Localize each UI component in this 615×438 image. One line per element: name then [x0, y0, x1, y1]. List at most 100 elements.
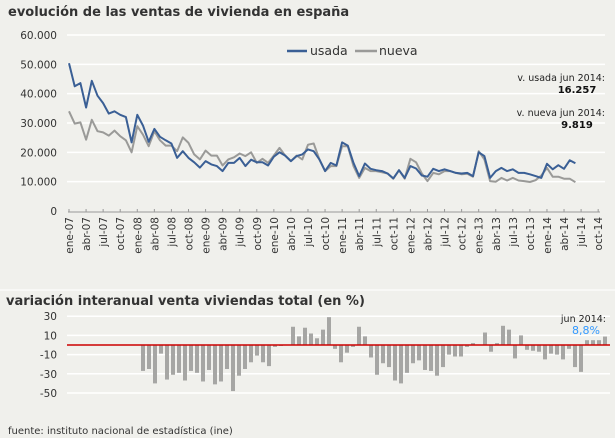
bar — [429, 345, 433, 371]
top-chart-grid — [67, 34, 605, 183]
bar — [537, 345, 541, 352]
bar — [603, 336, 607, 345]
y-tick-label: 20.000 — [20, 147, 57, 159]
x-tick-label: oct-12 — [457, 217, 469, 250]
y-tick-label: -10 — [40, 350, 57, 362]
bar — [435, 345, 439, 376]
y-tick-label: 0 — [50, 206, 57, 218]
bar — [207, 345, 211, 370]
bottom-chart-grid: 30 10 -10 -30 -50 — [40, 311, 610, 400]
x-tick-label: ene-14 — [542, 217, 554, 254]
bar — [213, 345, 217, 385]
x-tick-label: oct-10 — [320, 217, 332, 250]
x-tick-label: oct-07 — [115, 217, 127, 250]
y-tick-label: 10 — [44, 330, 57, 342]
top-chart-y-axis: 0 10.000 20.000 30.000 40.000 50.000 60.000 — [20, 30, 57, 218]
x-tick-label: jul-09 — [235, 217, 247, 248]
x-tick-label: abr-12 — [422, 217, 434, 251]
x-tick-label: ene-12 — [405, 217, 417, 254]
bar — [375, 345, 379, 375]
bar — [147, 345, 151, 369]
y-tick-label: 50.000 — [20, 59, 57, 71]
bar — [231, 345, 235, 392]
bar — [357, 326, 361, 345]
bar — [585, 340, 589, 345]
bar — [465, 345, 469, 347]
x-tick-label: ene-08 — [132, 217, 144, 254]
x-tick-label: oct-13 — [525, 217, 537, 250]
bar — [165, 345, 169, 380]
x-tick-label: ene-13 — [474, 217, 486, 254]
x-tick-label: oct-14 — [593, 217, 605, 251]
bar — [351, 345, 355, 347]
bar — [549, 345, 553, 354]
bar — [453, 345, 457, 357]
bottom-annotation-label: jun 2014: — [560, 314, 606, 325]
bar — [363, 336, 367, 345]
bar — [501, 325, 505, 345]
top-chart-x-axis: ene-07 abr-07 jul-07 oct-07 ene-08 abr-08 jul-… — [64, 209, 605, 254]
bar — [171, 345, 175, 375]
y-tick-label: 30 — [44, 311, 57, 323]
bar — [513, 345, 517, 359]
bar — [387, 345, 391, 368]
bar — [519, 335, 523, 345]
bar — [471, 343, 475, 345]
bar — [189, 345, 193, 371]
bar — [525, 345, 529, 350]
x-tick-label: ene-11 — [337, 217, 349, 254]
x-tick-label: jul-12 — [440, 217, 452, 248]
bar — [411, 345, 415, 364]
bar — [303, 327, 307, 345]
bottom-chart-title: variación interanual venta viviendas tot… — [6, 294, 365, 309]
y-tick-label: -30 — [40, 369, 57, 381]
bar — [183, 345, 187, 381]
bar — [417, 345, 421, 361]
legend-nueva-label: nueva — [379, 43, 418, 58]
x-tick-label: oct-08 — [183, 217, 195, 250]
bar — [423, 345, 427, 370]
y-tick-label: 60.000 — [20, 30, 57, 42]
x-tick-label: abr-14 — [559, 217, 571, 251]
bar — [345, 345, 349, 353]
bottom-chart-bars — [141, 317, 607, 392]
series-line-usada — [68, 62, 576, 180]
annotation-usada-value: 16.257 — [558, 85, 597, 96]
x-tick-label: abr-10 — [286, 217, 298, 251]
y-tick-label: -50 — [40, 388, 57, 400]
bar — [507, 329, 511, 345]
bar — [195, 345, 199, 373]
x-tick-label: abr-08 — [149, 217, 161, 251]
x-tick-label: abr-11 — [354, 217, 366, 251]
x-tick-label: ene-07 — [64, 217, 76, 254]
bar — [159, 345, 163, 354]
x-tick-label: jul-14 — [576, 217, 588, 248]
bar — [561, 345, 565, 360]
x-tick-label: abr-07 — [81, 217, 93, 251]
bar — [321, 329, 325, 345]
bar — [255, 345, 259, 356]
x-tick-label: jul-13 — [508, 217, 520, 248]
y-tick-label: 30.000 — [20, 118, 57, 130]
legend-usada-label: usada — [310, 43, 348, 58]
source-footer: fuente: instituto nacional de estadístic… — [8, 425, 233, 437]
x-tick-label: abr-13 — [491, 217, 503, 251]
bar — [381, 345, 385, 364]
x-tick-label: jul-11 — [371, 217, 383, 248]
bar — [597, 340, 601, 345]
bar — [459, 345, 463, 357]
bar — [555, 345, 559, 355]
bar — [441, 345, 445, 368]
bar — [333, 345, 337, 349]
bar — [567, 345, 571, 349]
bar — [591, 340, 595, 345]
bar — [393, 345, 397, 381]
x-tick-label: oct-09 — [252, 217, 264, 250]
bottom-annotation-value: 8,8% — [572, 324, 600, 337]
x-tick-label: oct-11 — [388, 217, 400, 250]
bar — [579, 345, 583, 372]
bar — [369, 345, 373, 358]
bar — [267, 345, 271, 367]
annotation-usada-label: v. usada jun 2014: — [517, 73, 605, 84]
